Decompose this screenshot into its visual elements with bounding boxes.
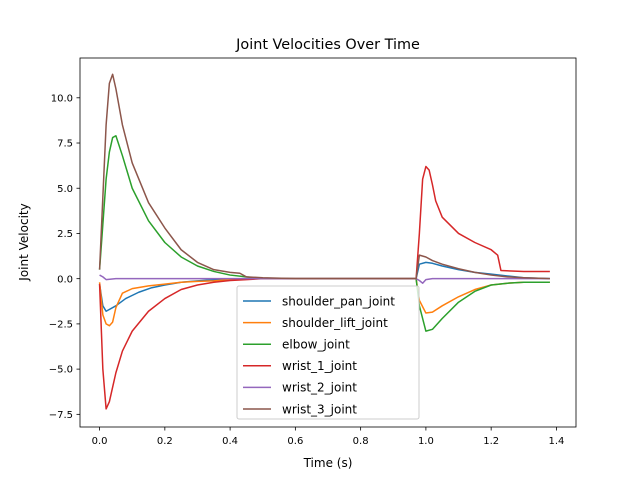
legend: shoulder_pan_joint shoulder_lift_jointelb…	[236, 285, 420, 420]
x-tick-label: 1.0	[418, 436, 434, 447]
chart-title: Joint Velocities Over Time	[235, 37, 420, 53]
y-axis-ticks: −7.5 −5.0 −2.5 0.0 2.5 5.0 7.5 10.0	[49, 93, 80, 421]
y-axis-label: Joint Velocity	[17, 203, 31, 281]
y-tick-label: 0.0	[57, 274, 73, 285]
x-tick-label: 1.4	[548, 436, 564, 447]
x-tick-label: 0.8	[353, 436, 369, 447]
x-axis-label: Time (s)	[303, 456, 353, 470]
x-tick-label: 1.2	[483, 436, 499, 447]
x-tick-label: 0.6	[287, 436, 303, 447]
plot-area: 0.0 0.2 0.4 0.6 0.8 1.0 1.2 1.4 −7.5 −5.0 −2.5 0.0…	[49, 57, 577, 447]
legend-label-wrist-1-joint: wrist_1_joint	[282, 359, 357, 373]
y-tick-label: 7.5	[57, 139, 73, 150]
axes-frame	[79, 57, 577, 428]
legend-box	[236, 285, 420, 420]
x-tick-label: 0.2	[157, 436, 173, 447]
x-axis-ticks: 0.0 0.2 0.4 0.6 0.8 1.0 1.2 1.4	[92, 427, 564, 447]
legend-label-shoulder-pan-joint: shoulder_pan_joint	[282, 294, 395, 308]
series-line-wrist-3-joint	[98, 73, 550, 280]
x-tick-label: 0.0	[92, 436, 108, 447]
y-tick-label: −2.5	[49, 319, 73, 330]
legend-label-wrist-3-joint: wrist_3_joint	[282, 402, 357, 416]
y-tick-label: 5.0	[57, 184, 73, 195]
y-tick-label: 2.5	[57, 229, 73, 240]
legend-label-elbow-joint: elbow_joint	[282, 338, 350, 352]
legend-label-wrist-2-joint: wrist_2_joint	[282, 381, 357, 395]
legend-entries: shoulder_pan_joint shoulder_lift_jointelb…	[243, 294, 395, 416]
y-tick-label: 10.0	[51, 93, 73, 104]
legend-label-shoulder-lift-joint: shoulder_lift_joint	[282, 316, 388, 330]
y-tick-label: −7.5	[49, 410, 73, 421]
x-tick-label: 0.4	[222, 436, 238, 447]
y-tick-label: −5.0	[49, 365, 73, 376]
series-layer	[98, 73, 550, 410]
